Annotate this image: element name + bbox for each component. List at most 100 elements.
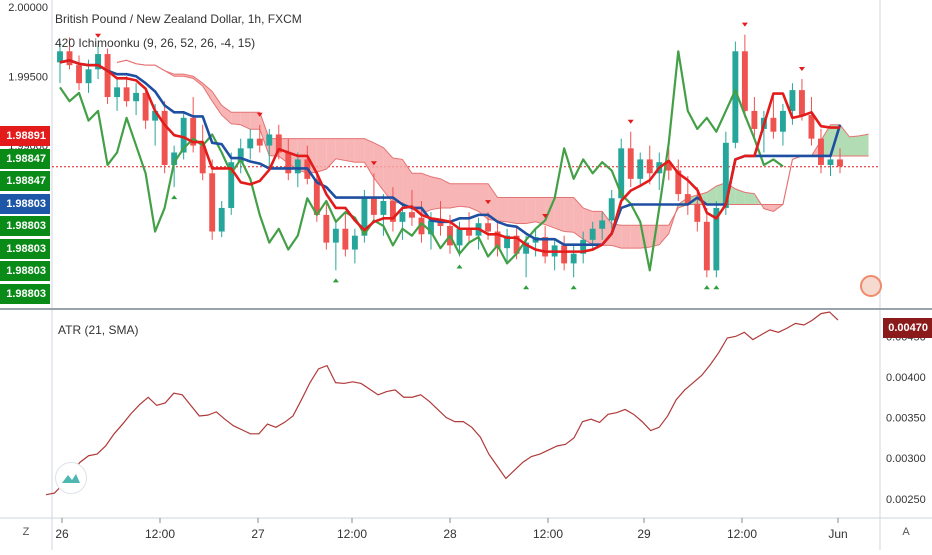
auto-scale-button[interactable]: A bbox=[902, 526, 910, 538]
candle-body bbox=[703, 221, 710, 271]
cloud-segment bbox=[564, 197, 574, 233]
candle-body bbox=[114, 87, 121, 98]
candle-body bbox=[437, 220, 444, 226]
tradingview-logo[interactable] bbox=[55, 462, 87, 494]
candle-body bbox=[418, 217, 425, 235]
candle-body bbox=[627, 148, 634, 179]
atr-panel bbox=[45, 311, 839, 496]
cloud-segment bbox=[754, 193, 764, 209]
candle-body bbox=[171, 152, 178, 165]
cloud-segment bbox=[735, 188, 745, 205]
candle-body bbox=[818, 138, 824, 165]
x-tick-label: Jun bbox=[828, 527, 847, 541]
logo-icon bbox=[62, 474, 80, 483]
sell-signal-marker bbox=[741, 22, 748, 27]
cloud-segment bbox=[554, 197, 565, 232]
candle-body bbox=[646, 159, 653, 174]
x-tick-label: 28 bbox=[443, 527, 457, 541]
cloud-segment bbox=[630, 225, 641, 249]
candle-body bbox=[751, 110, 758, 129]
candle-body bbox=[399, 212, 406, 222]
candle-body bbox=[618, 148, 625, 199]
candle-body bbox=[266, 134, 273, 146]
cloud-segment bbox=[573, 197, 584, 240]
candle-body bbox=[361, 198, 368, 236]
cloud-segment bbox=[469, 183, 479, 212]
candle-body bbox=[409, 212, 415, 218]
cloud-segment bbox=[373, 142, 384, 191]
x-tick-label: 12:00 bbox=[337, 527, 367, 541]
cloud-segment bbox=[240, 112, 251, 130]
chikou-line bbox=[59, 50, 784, 272]
sell-signal-marker bbox=[485, 200, 492, 205]
candle-body bbox=[332, 228, 339, 243]
cloud-segment bbox=[763, 204, 774, 212]
candle-body bbox=[142, 92, 149, 121]
candle-body bbox=[85, 69, 92, 84]
cloud-segment bbox=[497, 197, 508, 222]
candle-body bbox=[218, 207, 225, 232]
candle-body bbox=[732, 51, 739, 143]
sell-signal-marker bbox=[95, 33, 102, 38]
candle-body bbox=[466, 228, 472, 236]
zoom-button[interactable]: Z bbox=[22, 526, 30, 538]
buy-signal-marker bbox=[456, 264, 463, 269]
candle-body bbox=[209, 173, 216, 232]
atr-y-tick-label: 0.00250 bbox=[886, 494, 926, 506]
candle-body bbox=[313, 178, 320, 215]
cloud-segment bbox=[212, 91, 222, 116]
candle-body bbox=[275, 134, 282, 153]
atr-value-tag: 0.00470 bbox=[883, 318, 932, 338]
price-tag: 1.98847 bbox=[0, 148, 50, 169]
candle-body bbox=[561, 245, 568, 264]
y-tick-label: 2.00000 bbox=[8, 2, 48, 14]
cloud-segment bbox=[621, 225, 631, 249]
candle-body bbox=[380, 201, 387, 215]
candle-body bbox=[722, 142, 729, 208]
x-tick-label: 27 bbox=[251, 527, 265, 541]
cloud-segment bbox=[402, 159, 412, 209]
x-tick-label: 12:00 bbox=[533, 527, 563, 541]
price-tag: 1.98803 bbox=[0, 216, 50, 236]
y-tick-label: 1.99500 bbox=[8, 71, 48, 83]
candle-body bbox=[285, 152, 292, 174]
candle-body bbox=[799, 90, 805, 116]
atr-line bbox=[45, 311, 839, 496]
candle-body bbox=[123, 87, 130, 102]
buy-signal-marker bbox=[570, 285, 577, 290]
candle-body bbox=[637, 159, 644, 179]
candle-body bbox=[294, 159, 301, 174]
candle-body bbox=[504, 235, 511, 249]
candle-body bbox=[323, 214, 330, 243]
cloud-segment bbox=[326, 138, 336, 170]
flag-icon[interactable] bbox=[860, 275, 882, 297]
cloud-segment bbox=[421, 173, 431, 214]
cloud-segment bbox=[345, 138, 355, 163]
cloud-segment bbox=[430, 176, 441, 210]
candle-body bbox=[57, 51, 63, 63]
atr-y-tick-label: 0.00350 bbox=[886, 413, 926, 425]
candle-body bbox=[104, 54, 111, 98]
price-tag: 1.98803 bbox=[0, 193, 50, 214]
cloud-segment bbox=[478, 183, 489, 220]
cloud-segment bbox=[706, 186, 717, 205]
candle-body bbox=[256, 138, 263, 146]
cloud-segment bbox=[392, 158, 403, 203]
cloud-segment bbox=[849, 135, 860, 156]
cloud-segment bbox=[174, 74, 184, 77]
cloud-segment bbox=[231, 112, 241, 125]
cloud-segment bbox=[250, 112, 260, 130]
candle-body bbox=[161, 110, 168, 165]
cloud-segment bbox=[364, 138, 374, 178]
candle-body bbox=[95, 54, 101, 70]
x-tick-label: 12:00 bbox=[145, 527, 175, 541]
sell-signal-marker bbox=[627, 119, 634, 124]
candle-body bbox=[570, 253, 577, 264]
cloud-segment bbox=[840, 124, 850, 156]
candle-body bbox=[589, 228, 596, 240]
candle-body bbox=[485, 223, 491, 232]
cloud-segment bbox=[744, 192, 755, 205]
candle-body bbox=[808, 115, 815, 139]
